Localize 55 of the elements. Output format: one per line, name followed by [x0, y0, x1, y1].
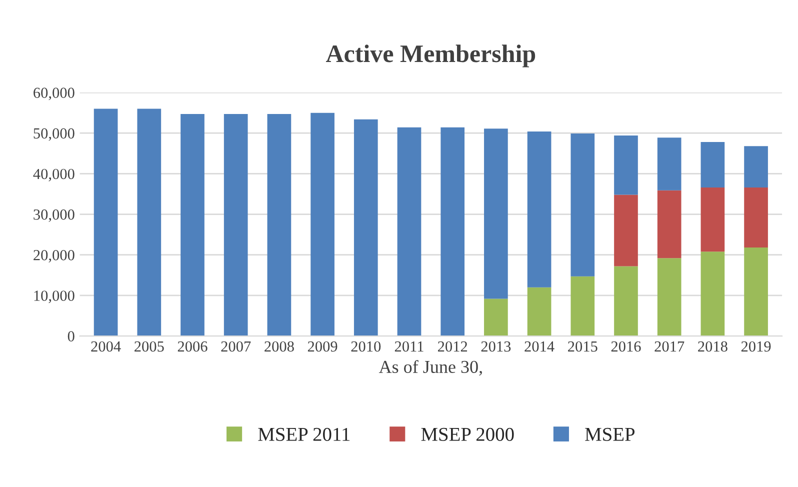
bar — [657, 190, 682, 258]
bar — [527, 287, 552, 336]
bar — [744, 146, 768, 188]
x-tick-label: 2011 — [394, 341, 424, 352]
bar — [484, 128, 508, 299]
x-tick-label: 2013 — [481, 341, 511, 352]
y-tick-label: 30,000 — [34, 209, 74, 222]
bar — [354, 119, 378, 336]
bar — [744, 248, 768, 336]
x-tick-label: 2017 — [654, 341, 684, 352]
y-tick-label: 10,000 — [34, 290, 74, 304]
x-tick-label: 2005 — [134, 341, 164, 352]
y-tick-label: 20,000 — [34, 250, 74, 263]
bar — [570, 276, 595, 336]
x-tick-label: 2006 — [178, 341, 208, 352]
y-tick-label: 40,000 — [33, 168, 74, 182]
bar — [614, 194, 638, 266]
bar — [614, 136, 638, 195]
x-tick-label: 2009 — [308, 341, 338, 352]
y-tick-label: 0 — [68, 331, 74, 342]
bar — [224, 114, 248, 336]
bar — [137, 108, 162, 336]
bar — [657, 138, 682, 190]
x-axis-title: As of June 30, — [378, 360, 482, 376]
chart-title: Active Membership — [326, 44, 536, 68]
bar — [614, 266, 638, 336]
bar — [267, 114, 292, 336]
bar — [570, 134, 595, 276]
bar — [310, 112, 334, 336]
bar — [440, 127, 465, 336]
x-tick-label: 2004 — [91, 341, 121, 352]
legend-label: MSEP — [585, 428, 635, 441]
x-tick-label: 2014 — [524, 341, 554, 352]
legend-label: MSEP 2000 — [421, 428, 514, 441]
x-tick-label: 2008 — [264, 341, 294, 352]
x-tick-label: 2019 — [741, 341, 771, 352]
y-tick-label: 50,000 — [34, 128, 74, 141]
bar — [700, 142, 725, 188]
x-tick-label: 2016 — [611, 341, 641, 352]
x-tick-label: 2015 — [568, 341, 598, 352]
bar — [700, 187, 725, 252]
x-tick-label: 2012 — [438, 341, 468, 352]
legend-label: MSEP 2011 — [258, 428, 350, 441]
bar — [94, 108, 118, 336]
y-tick-label: 60,000 — [34, 88, 74, 100]
x-tick-label: 2010 — [351, 341, 381, 352]
bar — [484, 298, 508, 336]
x-tick-label: 2018 — [698, 341, 728, 352]
bar — [397, 127, 422, 336]
bar — [744, 187, 768, 248]
bar — [180, 114, 204, 336]
bar — [700, 252, 725, 336]
bar — [657, 258, 682, 336]
x-tick-label: 2007 — [221, 341, 251, 352]
bar — [527, 131, 552, 288]
